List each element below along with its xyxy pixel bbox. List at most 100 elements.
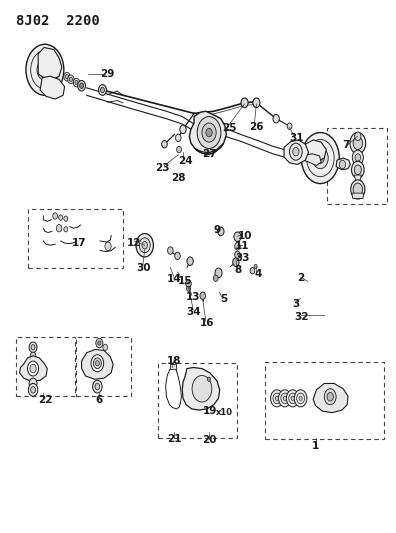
- Circle shape: [301, 133, 339, 183]
- Polygon shape: [304, 154, 321, 165]
- Circle shape: [352, 150, 364, 165]
- Bar: [28, 209, 123, 268]
- Text: 1: 1: [312, 441, 319, 451]
- Text: 5: 5: [221, 294, 228, 304]
- Text: 16: 16: [200, 318, 215, 328]
- Circle shape: [64, 216, 68, 221]
- Polygon shape: [189, 111, 227, 153]
- Text: 33: 33: [235, 253, 249, 263]
- Polygon shape: [40, 76, 65, 99]
- Text: 21: 21: [167, 434, 182, 445]
- Circle shape: [65, 75, 69, 79]
- Text: 20: 20: [203, 435, 217, 446]
- Circle shape: [56, 224, 62, 232]
- Circle shape: [180, 125, 186, 134]
- Circle shape: [41, 64, 49, 75]
- Circle shape: [168, 247, 173, 254]
- Bar: [76, 337, 131, 396]
- Circle shape: [250, 268, 255, 274]
- Text: 34: 34: [187, 306, 202, 317]
- Circle shape: [352, 161, 364, 178]
- Polygon shape: [82, 350, 113, 379]
- Circle shape: [64, 72, 70, 81]
- Circle shape: [136, 233, 153, 257]
- Circle shape: [355, 154, 361, 161]
- Text: 7: 7: [342, 140, 350, 150]
- Text: 32: 32: [294, 312, 308, 322]
- Circle shape: [234, 232, 241, 241]
- Circle shape: [289, 393, 297, 403]
- Circle shape: [95, 361, 99, 366]
- Circle shape: [28, 361, 38, 376]
- Circle shape: [98, 341, 101, 345]
- Circle shape: [218, 227, 224, 236]
- Circle shape: [213, 275, 218, 281]
- Circle shape: [177, 147, 181, 153]
- Circle shape: [202, 123, 216, 142]
- Circle shape: [175, 252, 180, 260]
- Text: 8: 8: [234, 265, 242, 274]
- Bar: [158, 364, 237, 438]
- Polygon shape: [305, 140, 326, 163]
- Text: 2: 2: [297, 273, 304, 283]
- Circle shape: [354, 165, 362, 174]
- Circle shape: [101, 87, 105, 93]
- Text: 31: 31: [289, 133, 304, 143]
- Text: 23: 23: [155, 163, 170, 173]
- Circle shape: [208, 377, 211, 381]
- Polygon shape: [352, 193, 364, 198]
- Circle shape: [59, 215, 63, 220]
- Text: 18: 18: [167, 356, 182, 366]
- Circle shape: [294, 390, 307, 407]
- Circle shape: [197, 117, 221, 149]
- Polygon shape: [20, 356, 47, 381]
- Circle shape: [355, 132, 361, 141]
- Circle shape: [68, 75, 74, 84]
- Text: 19: 19: [203, 406, 217, 416]
- Text: 27: 27: [202, 149, 217, 159]
- Circle shape: [175, 134, 181, 142]
- Text: 4: 4: [254, 270, 262, 279]
- Circle shape: [26, 44, 64, 95]
- Polygon shape: [284, 140, 308, 165]
- Text: 14: 14: [167, 274, 182, 284]
- Text: 8J02  2200: 8J02 2200: [17, 14, 100, 28]
- Text: 25: 25: [222, 123, 237, 133]
- Text: 30: 30: [136, 263, 151, 272]
- Text: 10: 10: [237, 231, 252, 241]
- Circle shape: [206, 128, 212, 137]
- Text: 17: 17: [72, 238, 86, 247]
- Text: 29: 29: [100, 69, 114, 79]
- Circle shape: [350, 133, 366, 154]
- Circle shape: [278, 390, 291, 407]
- Circle shape: [29, 342, 37, 353]
- Circle shape: [287, 123, 292, 130]
- Polygon shape: [354, 175, 362, 181]
- Circle shape: [270, 390, 283, 407]
- Circle shape: [30, 365, 36, 373]
- Circle shape: [273, 115, 279, 123]
- Polygon shape: [182, 368, 220, 410]
- Circle shape: [289, 143, 302, 160]
- Circle shape: [327, 392, 333, 401]
- Circle shape: [95, 383, 100, 390]
- Text: 9: 9: [213, 225, 221, 236]
- Bar: [265, 362, 384, 439]
- Circle shape: [312, 148, 328, 168]
- Circle shape: [286, 390, 299, 407]
- Circle shape: [91, 355, 104, 372]
- Circle shape: [162, 141, 167, 148]
- Polygon shape: [195, 143, 224, 155]
- Circle shape: [235, 243, 240, 250]
- Circle shape: [105, 242, 111, 251]
- Circle shape: [253, 98, 260, 108]
- Bar: [16, 337, 75, 396]
- Circle shape: [80, 83, 84, 88]
- Circle shape: [103, 344, 108, 351]
- Circle shape: [297, 393, 305, 403]
- Circle shape: [299, 396, 302, 400]
- Circle shape: [254, 264, 257, 269]
- Text: x10: x10: [216, 408, 233, 417]
- Circle shape: [281, 393, 289, 403]
- Circle shape: [69, 77, 72, 82]
